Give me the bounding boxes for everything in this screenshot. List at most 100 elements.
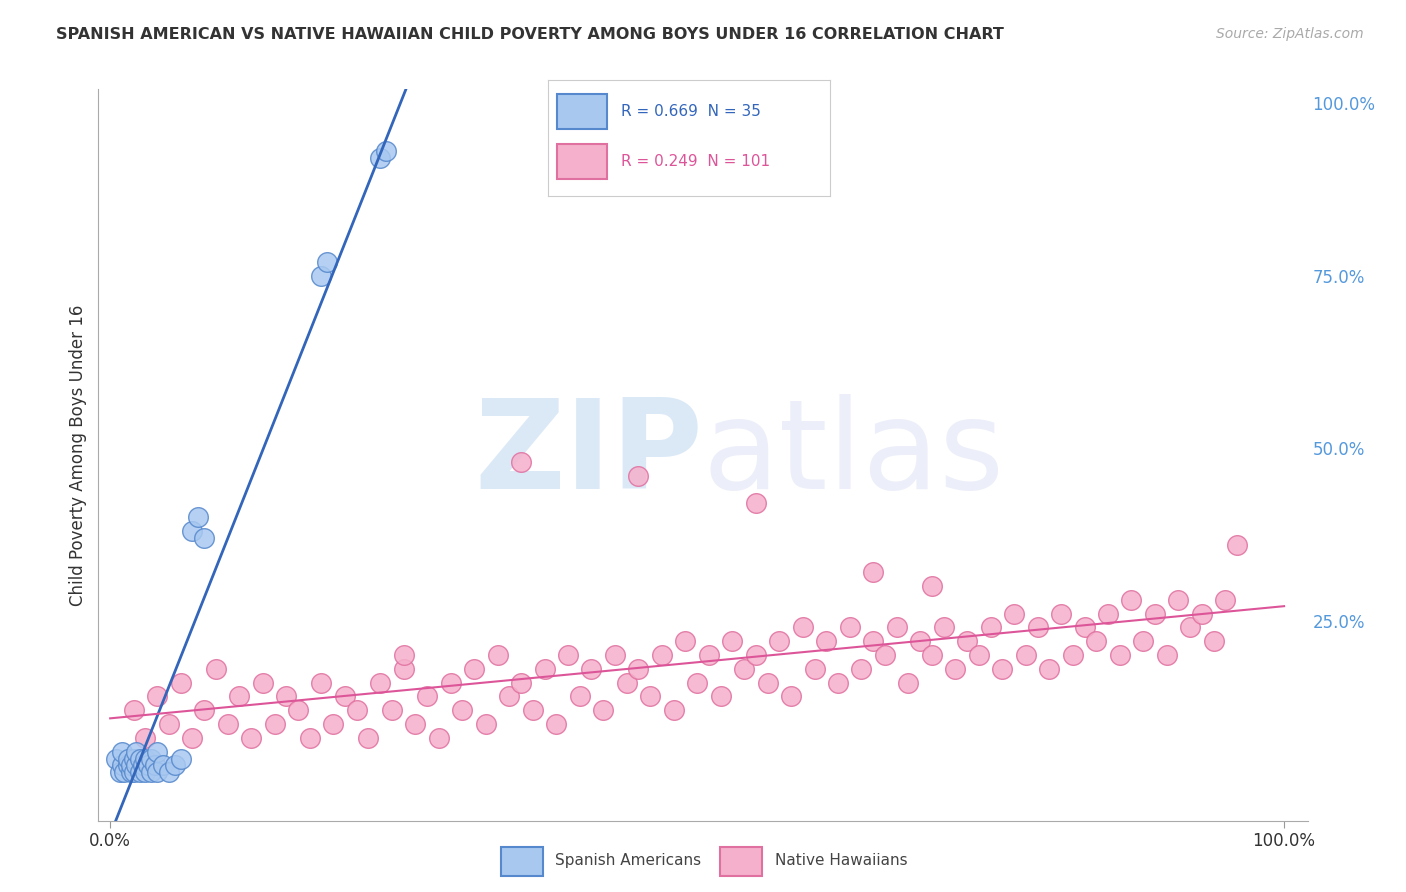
- Point: [169, 675, 191, 690]
- Point: [117, 758, 139, 772]
- Point: [134, 731, 156, 745]
- Point: [427, 731, 450, 745]
- Point: [181, 524, 204, 538]
- Point: [143, 758, 166, 772]
- Point: [125, 758, 148, 772]
- Point: [1121, 592, 1143, 607]
- Point: [956, 634, 979, 648]
- Point: [1085, 634, 1108, 648]
- Point: [1156, 648, 1178, 662]
- Text: R = 0.669  N = 35: R = 0.669 N = 35: [621, 104, 761, 120]
- Point: [851, 662, 873, 676]
- Point: [908, 634, 931, 648]
- Point: [311, 675, 333, 690]
- Point: [710, 690, 733, 704]
- Point: [510, 675, 533, 690]
- Text: R = 0.249  N = 101: R = 0.249 N = 101: [621, 154, 770, 169]
- Point: [475, 717, 498, 731]
- FancyBboxPatch shape: [557, 144, 607, 178]
- Text: Native Hawaiians: Native Hawaiians: [775, 854, 907, 868]
- Point: [815, 634, 838, 648]
- Point: [862, 566, 884, 580]
- Point: [662, 703, 685, 717]
- Point: [193, 703, 215, 717]
- Point: [745, 496, 768, 510]
- Point: [375, 145, 398, 159]
- Point: [522, 703, 544, 717]
- Point: [333, 690, 356, 704]
- Point: [117, 751, 139, 765]
- Point: [217, 717, 239, 731]
- Point: [568, 690, 591, 704]
- Point: [1180, 620, 1202, 634]
- Point: [1132, 634, 1154, 648]
- Point: [136, 758, 159, 772]
- Point: [921, 648, 943, 662]
- Point: [745, 648, 768, 662]
- Point: [510, 455, 533, 469]
- Point: [991, 662, 1014, 676]
- Point: [827, 675, 849, 690]
- Point: [193, 531, 215, 545]
- Point: [108, 765, 131, 780]
- Point: [638, 690, 661, 704]
- Point: [157, 765, 180, 780]
- Point: [803, 662, 825, 676]
- Point: [897, 675, 920, 690]
- Point: [945, 662, 967, 676]
- Point: [322, 717, 344, 731]
- Point: [603, 648, 626, 662]
- Point: [157, 717, 180, 731]
- Point: [463, 662, 485, 676]
- Point: [686, 675, 709, 690]
- Point: [111, 758, 134, 772]
- Point: [673, 634, 696, 648]
- Point: [581, 662, 603, 676]
- Point: [263, 717, 285, 731]
- Text: Source: ZipAtlas.com: Source: ZipAtlas.com: [1216, 27, 1364, 41]
- Point: [1226, 538, 1249, 552]
- Point: [873, 648, 896, 662]
- Point: [105, 751, 128, 765]
- Point: [146, 765, 169, 780]
- Point: [416, 690, 439, 704]
- Point: [546, 717, 568, 731]
- FancyBboxPatch shape: [501, 847, 543, 876]
- Point: [122, 703, 145, 717]
- Point: [592, 703, 614, 717]
- Point: [1026, 620, 1049, 634]
- FancyBboxPatch shape: [720, 847, 762, 876]
- Y-axis label: Child Poverty Among Boys Under 16: Child Poverty Among Boys Under 16: [69, 304, 87, 606]
- Point: [128, 751, 150, 765]
- Point: [240, 731, 263, 745]
- Point: [163, 758, 186, 772]
- Point: [134, 751, 156, 765]
- Point: [627, 662, 650, 676]
- Point: [316, 254, 339, 268]
- Point: [287, 703, 309, 717]
- Point: [120, 765, 142, 780]
- Point: [1108, 648, 1130, 662]
- Point: [792, 620, 814, 634]
- Point: [122, 765, 145, 780]
- Point: [1191, 607, 1213, 621]
- Point: [132, 758, 155, 772]
- Point: [346, 703, 368, 717]
- Point: [1050, 607, 1073, 621]
- Point: [697, 648, 720, 662]
- Point: [627, 468, 650, 483]
- Point: [368, 151, 391, 165]
- Point: [368, 675, 391, 690]
- Point: [768, 634, 790, 648]
- Text: SPANISH AMERICAN VS NATIVE HAWAIIAN CHILD POVERTY AMONG BOYS UNDER 16 CORRELATIO: SPANISH AMERICAN VS NATIVE HAWAIIAN CHIL…: [56, 27, 1004, 42]
- Point: [1073, 620, 1095, 634]
- Point: [721, 634, 744, 648]
- Point: [533, 662, 555, 676]
- Point: [146, 745, 169, 759]
- Point: [1062, 648, 1084, 662]
- Point: [498, 690, 520, 704]
- Point: [932, 620, 955, 634]
- Point: [146, 690, 169, 704]
- Point: [651, 648, 673, 662]
- Point: [756, 675, 779, 690]
